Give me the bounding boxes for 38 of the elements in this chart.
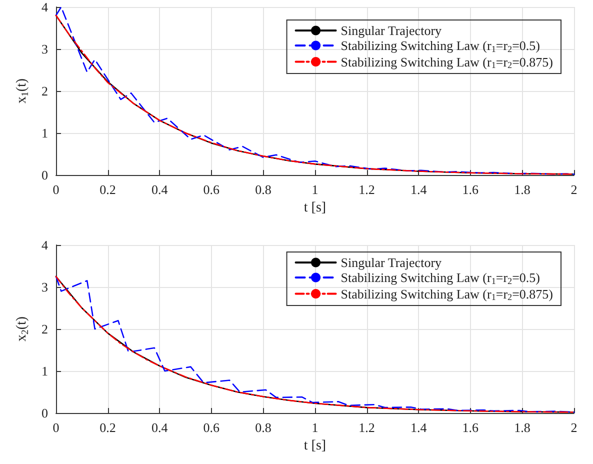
- legend-label: Singular Trajectory: [340, 255, 442, 270]
- y-axis-title: x1(t): [14, 78, 32, 104]
- y-tick-label: 4: [42, 0, 48, 14]
- x-tick-label: 1: [312, 182, 318, 197]
- x-tick-label: 0.2: [100, 182, 116, 197]
- x-tick-label: 1.4: [410, 182, 428, 197]
- x-tick-label: 0.4: [151, 182, 168, 197]
- y-tick-label: 0: [42, 406, 48, 420]
- x-tick-label: 1.6: [462, 420, 480, 435]
- x-tick-label: 0: [52, 420, 60, 435]
- x-tick-label: 0: [52, 182, 60, 197]
- x-tick-label: 1.8: [514, 182, 530, 197]
- x-tick-label: 1: [312, 420, 318, 435]
- y-tick-label: 1: [42, 126, 48, 140]
- legend-label: Singular Trajectory: [340, 23, 442, 38]
- x-tick-label: 0.2: [100, 420, 116, 435]
- x-tick-label: 1.8: [514, 420, 530, 435]
- y-tick-label: 1: [42, 364, 48, 378]
- x-tick-label: 0.6: [203, 182, 220, 197]
- y-tick-label: 4: [42, 238, 48, 252]
- x-axis-title: t [s]: [304, 438, 326, 454]
- y-tick-label: 0: [42, 168, 48, 182]
- x-axis-title: t [s]: [304, 200, 326, 216]
- x-tick-label: 1.2: [358, 182, 375, 197]
- x-tick-label: 1.2: [358, 420, 375, 435]
- y-tick-label: 3: [42, 280, 48, 294]
- x-tick-label: 0.6: [203, 420, 220, 435]
- x-tick-label: 1.6: [462, 182, 480, 197]
- x-tick-label: 2: [570, 182, 578, 197]
- x-tick-label: 0.8: [255, 182, 272, 197]
- x-tick-label: 0.8: [255, 420, 272, 435]
- x-tick-label: 0.4: [151, 420, 168, 435]
- x-tick-label: 2: [570, 420, 578, 435]
- y-axis-title: x2(t): [14, 316, 32, 342]
- x-tick-label: 1.4: [410, 420, 428, 435]
- y-tick-label: 2: [42, 84, 48, 98]
- y-tick-label: 2: [42, 322, 48, 336]
- y-tick-label: 3: [42, 42, 48, 56]
